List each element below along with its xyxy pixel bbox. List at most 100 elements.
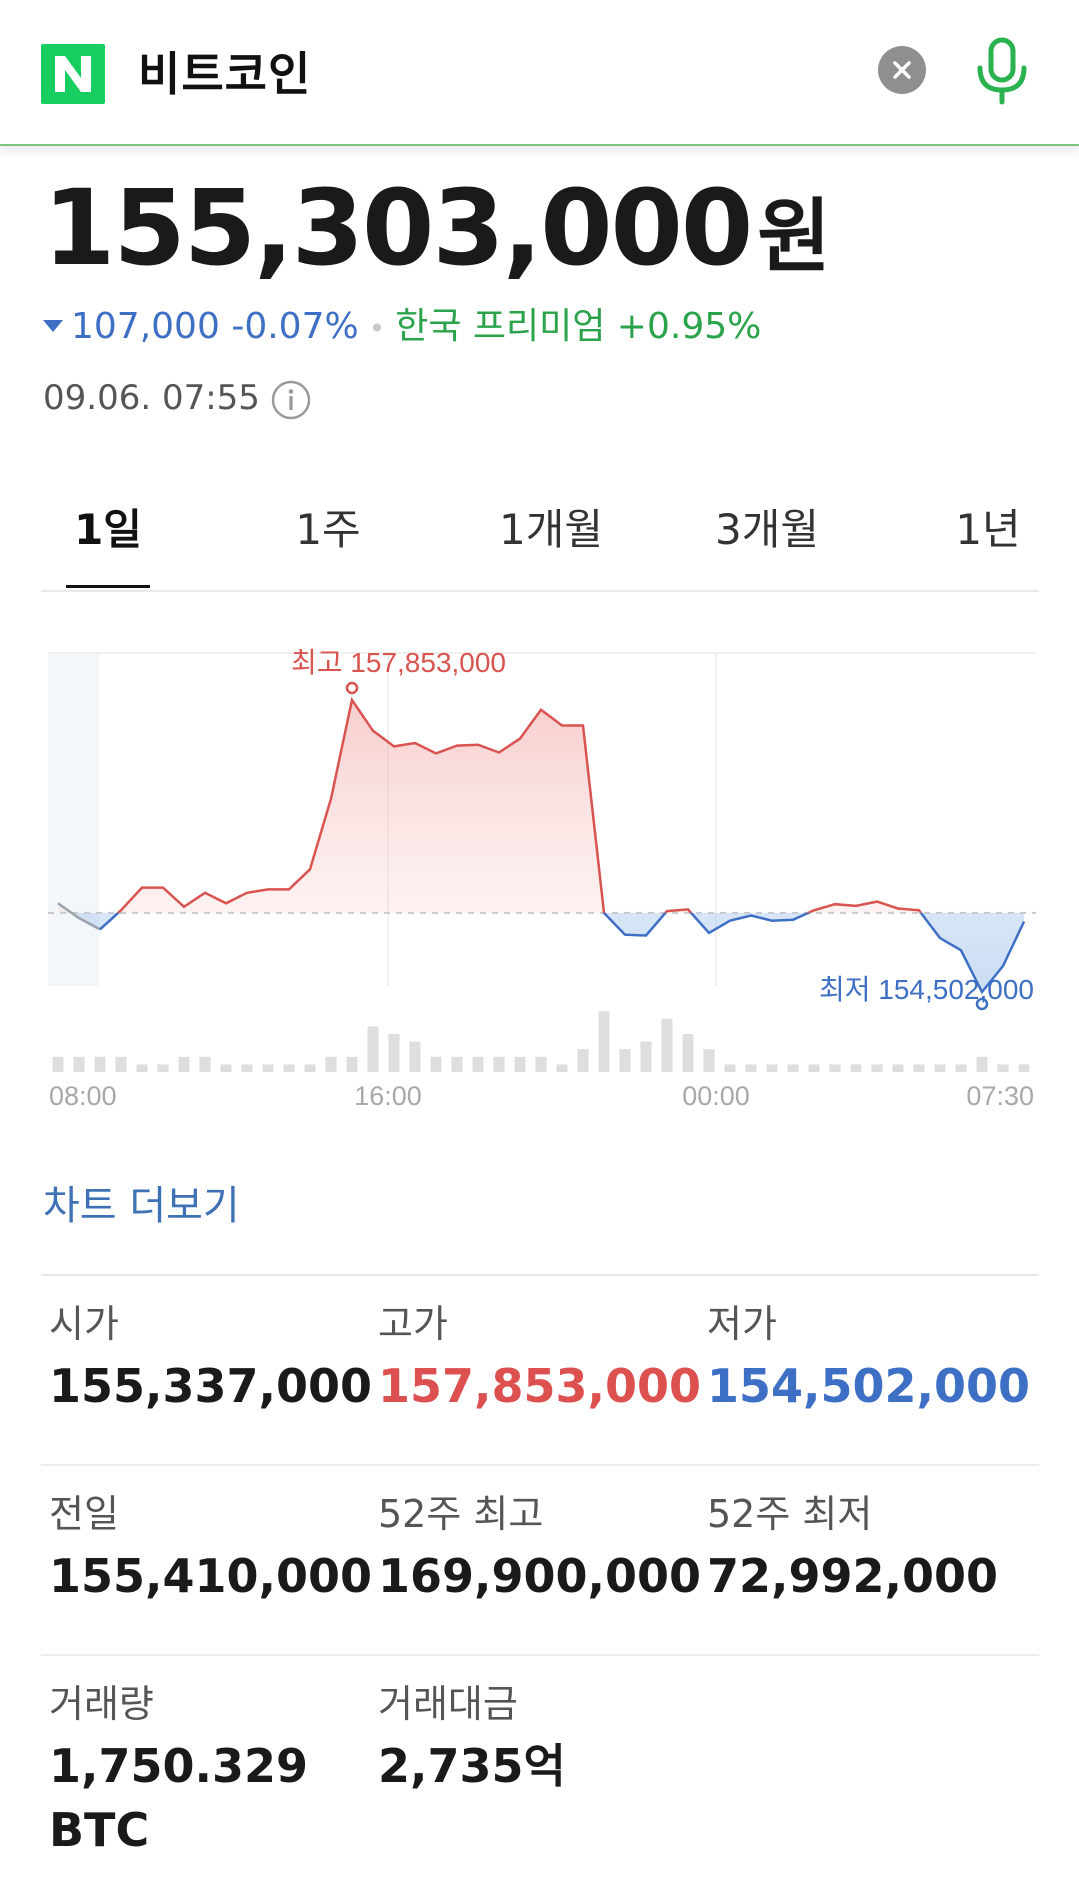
- volume-bar: [787, 1064, 799, 1072]
- tab-3month[interactable]: 3개월: [714, 505, 819, 554]
- volume-bar: [1018, 1064, 1030, 1072]
- price-change-row: 107,000 -0.07% • 한국 프리미엄 +0.95%: [43, 303, 761, 351]
- low-label: 최저 154,502,000: [819, 974, 1034, 1005]
- stat-volume: 거래량 1,750.329 BTC: [49, 1678, 349, 1862]
- period-tabs: 1일 1주 1개월 3개월 1년: [41, 490, 1039, 592]
- volume-bar: [199, 1056, 211, 1072]
- volume-bar: [766, 1064, 778, 1072]
- info-icon[interactable]: [270, 379, 312, 421]
- volume-bar: [73, 1056, 85, 1072]
- volume-bar: [472, 1056, 484, 1072]
- volume-bar: [913, 1064, 925, 1072]
- volume-bar: [262, 1064, 274, 1072]
- price-line-up: [116, 696, 923, 913]
- tab-1month[interactable]: 1개월: [498, 505, 603, 554]
- stat-label: 거래량: [49, 1682, 154, 1726]
- stats-row: 전일 155,410,000 52주 최고 169,900,000 52주 최저…: [41, 1466, 1039, 1656]
- stat-value: 1,750.329 BTC: [49, 1739, 308, 1857]
- x-tick-0800: 08:00: [49, 1081, 117, 1111]
- stat-label: 시가: [49, 1302, 119, 1346]
- volume-bar: [934, 1064, 946, 1072]
- volume-bar: [829, 1064, 841, 1072]
- stat-value: 157,853,000: [378, 1359, 702, 1413]
- volume-bar: [388, 1034, 400, 1072]
- volume-bar: [976, 1056, 988, 1072]
- search-query[interactable]: 비트코인: [138, 47, 312, 101]
- separator-dot: •: [368, 312, 386, 345]
- x-tick-0000: 00:00: [682, 1081, 750, 1111]
- stat-value: 169,900,000: [378, 1549, 702, 1603]
- stat-value: 154,502,000: [707, 1359, 1031, 1413]
- current-price: 155,303,000원: [43, 168, 831, 297]
- x-tick-1600: 16:00: [354, 1081, 422, 1111]
- change-amount: 107,000: [71, 306, 220, 347]
- volume-bar: [409, 1041, 421, 1072]
- volume-bar: [808, 1064, 820, 1072]
- volume-bar: [451, 1056, 463, 1072]
- volume-bar: [115, 1056, 127, 1072]
- volume-bars: [52, 1011, 1030, 1072]
- stat-label: 저가: [707, 1302, 777, 1346]
- chart-more-link[interactable]: 차트 더보기: [43, 1183, 240, 1229]
- volume-bar: [430, 1056, 442, 1072]
- volume-bar: [640, 1041, 652, 1072]
- stat-label: 거래대금: [378, 1682, 518, 1726]
- stat-label: 고가: [378, 1302, 448, 1346]
- stat-value: 155,337,000: [49, 1359, 373, 1413]
- volume-bar: [703, 1049, 715, 1072]
- search-bar: 비트코인: [0, 0, 1079, 146]
- voice-search-button[interactable]: [972, 36, 1032, 108]
- volume-bar: [955, 1064, 967, 1072]
- tab-1week[interactable]: 1주: [295, 505, 361, 554]
- volume-bar: [220, 1064, 232, 1072]
- stat-open: 시가 155,337,000: [49, 1298, 373, 1418]
- high-marker: [345, 681, 359, 695]
- volume-bar: [598, 1011, 610, 1072]
- tab-1day[interactable]: 1일: [74, 505, 142, 554]
- clear-search-button[interactable]: [878, 46, 926, 94]
- stat-label: 52주 최저: [707, 1492, 873, 1536]
- x-tick-0730: 07:30: [966, 1081, 1034, 1111]
- stat-prev-close: 전일 155,410,000: [49, 1488, 373, 1608]
- volume-bar: [724, 1064, 736, 1072]
- stat-high: 고가 157,853,000: [378, 1298, 702, 1418]
- korea-premium: 한국 프리미엄 +0.95%: [395, 306, 762, 347]
- volume-bar: [136, 1064, 148, 1072]
- volume-bar: [52, 1056, 64, 1072]
- premarket-line: [57, 902, 101, 931]
- stats-row: 거래량 1,750.329 BTC 거래대금 2,735억: [41, 1656, 1039, 1886]
- volume-bar: [157, 1064, 169, 1072]
- volume-bar: [514, 1056, 526, 1072]
- volume-bar: [871, 1064, 883, 1072]
- volume-bar: [178, 1056, 190, 1072]
- naver-logo-icon[interactable]: [41, 44, 105, 104]
- stats-row: 시가 155,337,000 고가 157,853,000 저가 154,502…: [41, 1276, 1039, 1466]
- volume-bar: [556, 1064, 568, 1072]
- stat-value: 2,735억: [378, 1739, 566, 1793]
- volume-bar: [619, 1049, 631, 1072]
- stat-52w-low: 52주 최저 72,992,000: [707, 1488, 1007, 1608]
- volume-bar: [682, 1034, 694, 1072]
- active-tab-indicator: [66, 585, 150, 588]
- high-label: 최고 157,853,000: [291, 647, 506, 678]
- currency-unit: 원: [757, 190, 831, 283]
- volume-bar: [535, 1056, 547, 1072]
- stat-value: 155,410,000: [49, 1549, 373, 1603]
- tab-1year[interactable]: 1년: [955, 505, 1021, 554]
- volume-bar: [892, 1064, 904, 1072]
- volume-bar: [304, 1064, 316, 1072]
- price-area-up: [58, 700, 921, 913]
- volume-bar: [661, 1018, 673, 1072]
- volume-bar: [241, 1064, 253, 1072]
- stat-trade-value: 거래대금 2,735억: [378, 1678, 678, 1798]
- low-marker: [975, 997, 989, 1011]
- stat-label: 전일: [49, 1492, 119, 1536]
- premarket-shade: [48, 653, 99, 986]
- volume-bar: [325, 1056, 337, 1072]
- stats-grid: 시가 155,337,000 고가 157,853,000 저가 154,502…: [41, 1274, 1039, 1886]
- volume-bar: [94, 1056, 106, 1072]
- stat-52w-high: 52주 최고 169,900,000: [378, 1488, 702, 1608]
- volume-bar: [997, 1064, 1009, 1072]
- price-chart[interactable]: 최고 157,853,000 최저 154,502,000 08:00 16:0…: [0, 640, 1079, 1120]
- stat-low: 저가 154,502,000: [707, 1298, 1031, 1418]
